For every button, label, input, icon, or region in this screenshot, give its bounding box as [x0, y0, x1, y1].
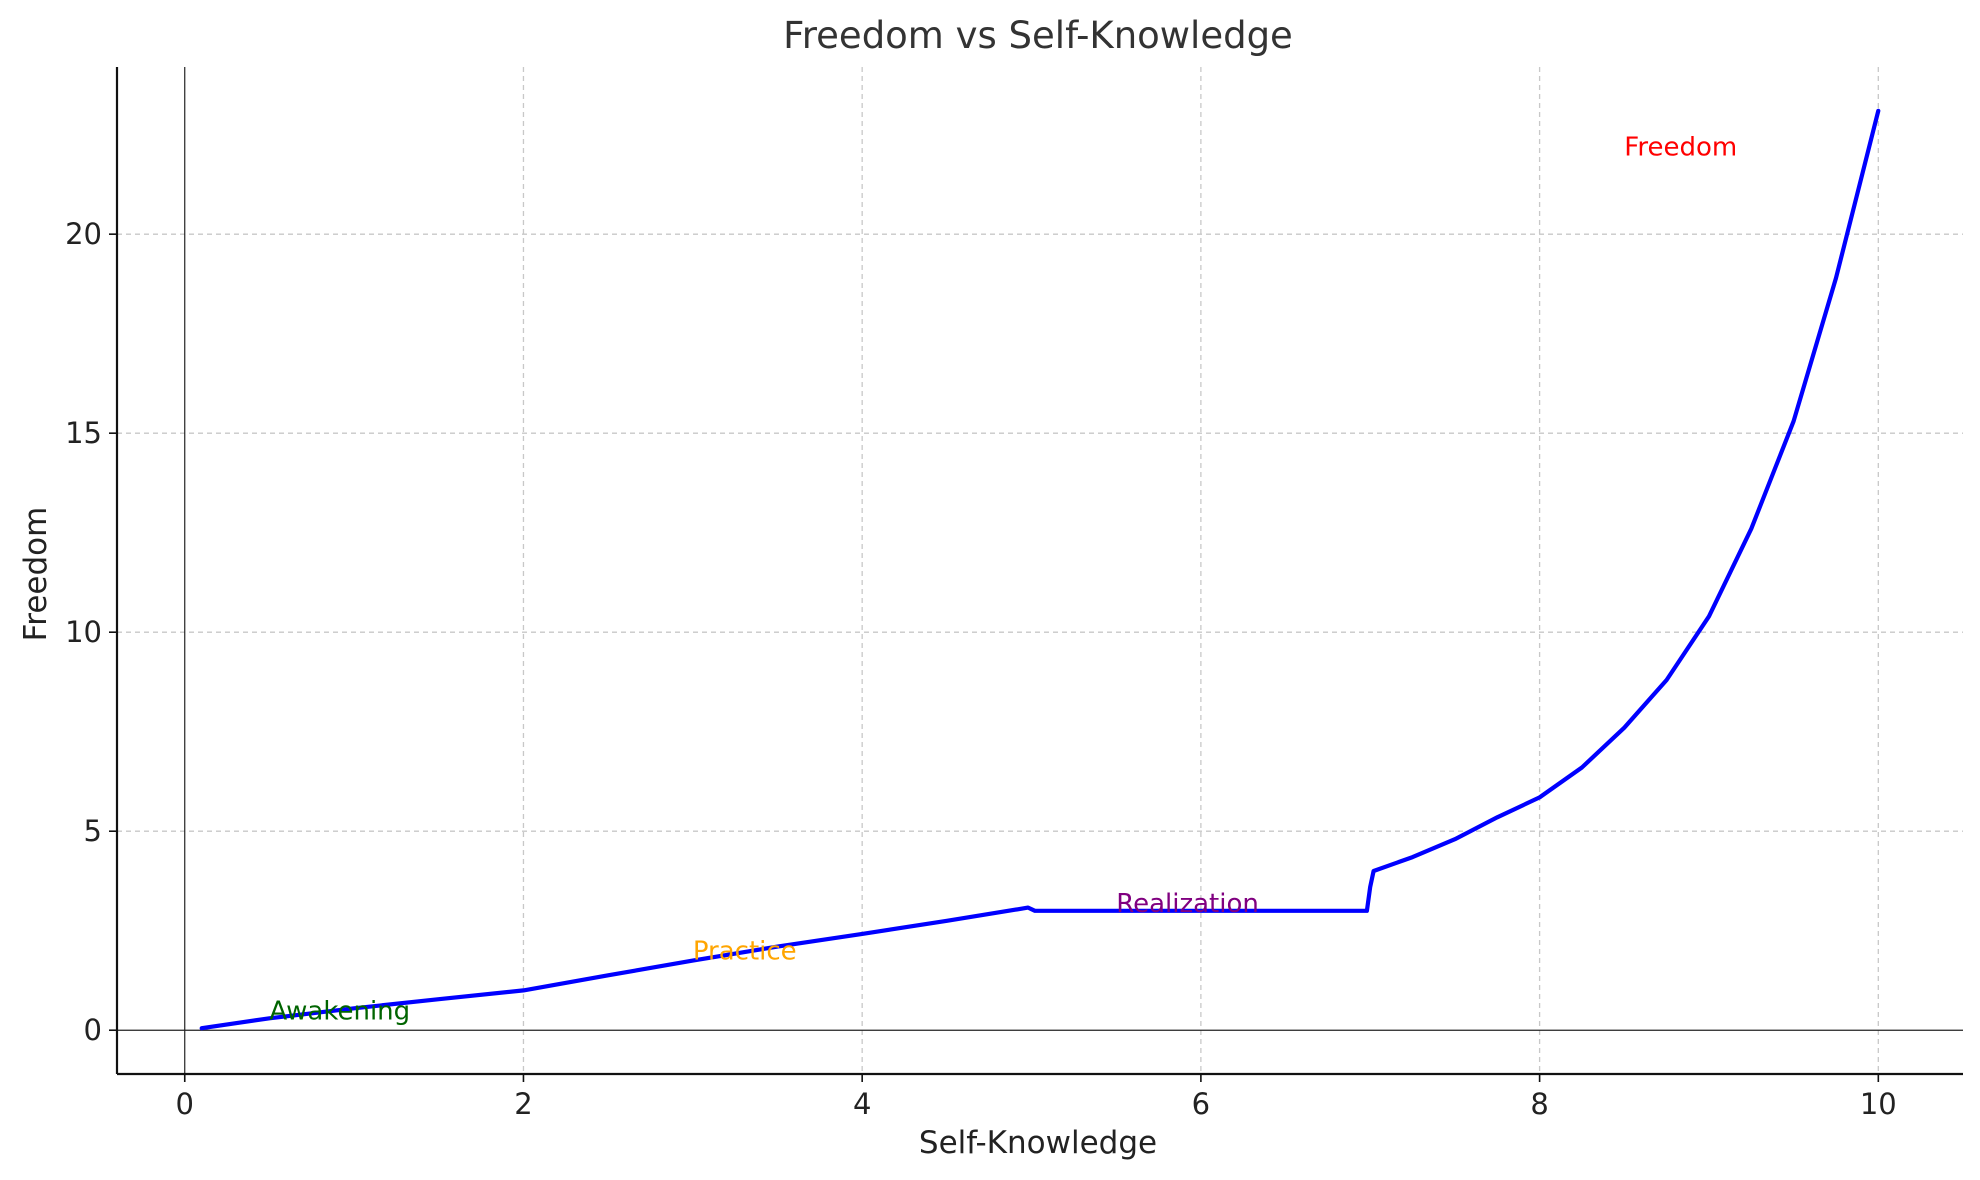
annotation-practice: Practice — [693, 937, 797, 967]
y-ticks: 0 5 10 15 20 — [65, 217, 117, 1047]
x-tick-label: 6 — [1192, 1087, 1210, 1121]
annotation-realization: Realization — [1116, 889, 1259, 919]
chart-title: Freedom vs Self-Knowledge — [783, 14, 1293, 57]
x-axis-title: Self-Knowledge — [919, 1125, 1157, 1161]
y-tick-label: 0 — [84, 1013, 102, 1047]
y-tick-label: 15 — [65, 416, 102, 450]
zero-lines — [117, 67, 1963, 1074]
x-tick-label: 8 — [1530, 1087, 1548, 1121]
y-tick-label: 20 — [65, 217, 102, 251]
x-tick-label: 4 — [853, 1087, 871, 1121]
series — [199, 108, 1881, 1031]
annotation-freedom: Freedom — [1624, 133, 1737, 163]
x-ticks: 0 2 4 6 8 10 — [176, 1074, 1897, 1121]
x-tick-label: 0 — [176, 1087, 194, 1121]
series-line — [199, 108, 1881, 1031]
y-tick-label: 10 — [65, 615, 102, 649]
y-axis-title: Freedom — [18, 507, 54, 642]
y-tick-label: 5 — [84, 814, 102, 848]
x-tick-label: 2 — [514, 1087, 532, 1121]
annotations: Awakening Practice Realization Freedom — [269, 133, 1737, 1027]
grid — [117, 67, 1963, 1074]
annotation-awakening: Awakening — [269, 996, 410, 1026]
x-tick-label: 10 — [1860, 1087, 1897, 1121]
